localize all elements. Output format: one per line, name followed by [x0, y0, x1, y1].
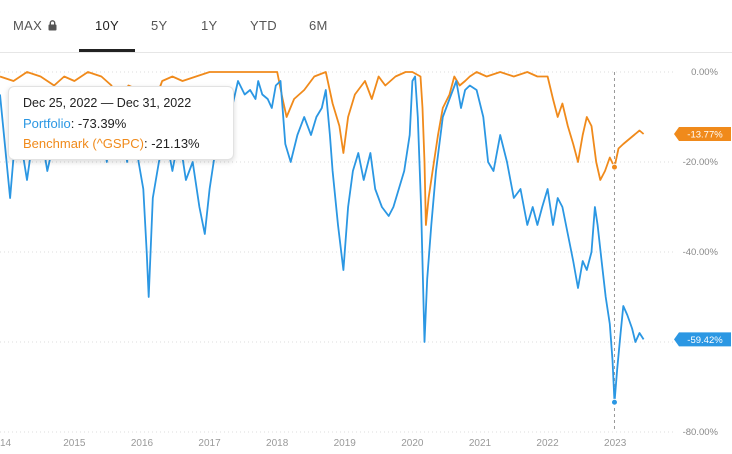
- range-tabs: MAX 10Y 5Y 1Y YTD 6M: [0, 0, 732, 53]
- tooltip-date: Dec 25, 2022 — Dec 31, 2022: [23, 96, 192, 110]
- chart-tooltip: Dec 25, 2022 — Dec 31, 2022 Portfolio: -…: [8, 86, 234, 160]
- x-tick-label: 2023: [604, 438, 627, 449]
- tooltip-benchmark-value: : -21.13%: [143, 136, 200, 151]
- y-tick-label: -80.00%: [683, 427, 719, 438]
- x-tick-label: 2017: [198, 438, 221, 449]
- benchmark-last-value-badge: [674, 126, 731, 141]
- x-tick-label: 14: [0, 438, 12, 449]
- tooltip-portfolio-label: Portfolio: [23, 116, 71, 131]
- portfolio-last-value-badge: [674, 332, 731, 347]
- portfolio-highlight-point: [610, 398, 618, 406]
- portfolio-line: [0, 75, 645, 404]
- tab-10y[interactable]: 10Y: [95, 18, 120, 33]
- x-tick-label: 2022: [536, 438, 559, 449]
- tab-max[interactable]: MAX: [13, 18, 57, 34]
- tooltip-portfolio-row: Portfolio: -73.39%: [23, 116, 126, 131]
- tab-6m[interactable]: 6M: [309, 18, 328, 33]
- y-tick-label: -20.00%: [683, 157, 719, 168]
- x-tick-label: 2019: [334, 438, 357, 449]
- y-tick-label: 0.00%: [691, 67, 718, 78]
- benchmark-last-value-label: -13.77%: [687, 129, 723, 140]
- x-tick-label: 2021: [469, 438, 492, 449]
- benchmark-highlight-point: [610, 163, 618, 171]
- tooltip-benchmark-row: Benchmark (^GSPC): -21.13%: [23, 136, 200, 151]
- lock-icon: [48, 19, 57, 34]
- portfolio-last-value-label: -59.42%: [687, 335, 723, 346]
- tooltip-benchmark-label: Benchmark (^GSPC): [23, 136, 144, 151]
- x-tick-label: 2020: [401, 438, 424, 449]
- x-tick-label: 2015: [63, 438, 86, 449]
- y-tick-label: -40.00%: [683, 247, 719, 258]
- tab-max-label: MAX: [13, 18, 43, 33]
- performance-chart[interactable]: 0.00%-20.00%-40.00%-60.00%-80.00%1420152…: [0, 52, 732, 454]
- tooltip-portfolio-value: : -73.39%: [70, 116, 127, 131]
- active-tab-underline: [79, 49, 135, 52]
- tab-ytd[interactable]: YTD: [250, 18, 277, 33]
- x-tick-label: 2018: [266, 438, 289, 449]
- tab-1y[interactable]: 1Y: [201, 18, 218, 33]
- tab-5y[interactable]: 5Y: [151, 18, 168, 33]
- x-tick-label: 2016: [131, 438, 154, 449]
